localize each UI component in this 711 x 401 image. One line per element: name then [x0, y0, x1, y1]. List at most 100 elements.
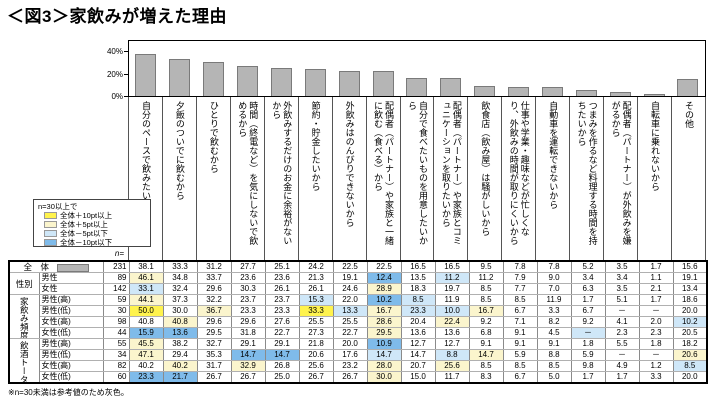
table-cell: 25.1 [264, 260, 300, 273]
table-cell: 28.6 [366, 316, 402, 328]
table-row: 男性(低) 30 50.0 30.0 36.7 23.3 23.3 33.3 13.3 16.7 2… [9, 305, 708, 317]
table-cell: 9.0 [536, 272, 572, 284]
table-cell: 26.8 [264, 360, 300, 372]
table-row: 女性(高) 82 40.2 40.2 31.7 32.9 26.8 25.6 23.2 28.0 2… [9, 360, 708, 372]
table-cell: 29.5 [366, 327, 402, 339]
table-cell: 13.6 [434, 327, 470, 339]
table-cell: 23.3 [230, 305, 266, 317]
table-cell: 22.5 [332, 260, 368, 273]
column-header-text: 夕飯のついでに飲むから [174, 101, 185, 200]
legend-item: 全体－5pt以下 [38, 229, 146, 238]
table-cell: 3.3 [536, 305, 572, 317]
table-cell: 1.7 [570, 294, 606, 306]
legend-item: 全体＋5pt以上 [38, 220, 146, 229]
table-cell: 26.7 [196, 371, 232, 384]
bar-slot [434, 41, 468, 96]
table-cell: 2.1 [638, 283, 674, 295]
table-row: 性別 男性 89 46.1 34.8 33.7 23.6 23.6 21.3 19.1 12.4 13… [8, 272, 708, 295]
table-cell: 4.5 [536, 327, 572, 339]
column-header-text: 仕事や学業・趣味などが忙しくなり、外飲みの時間が取りにくいから [508, 101, 530, 245]
table-row: 家飲み頻度 男性(高) 59 44.1 37.3 32.2 23.7 23.7 15.3 22.0… [8, 294, 708, 339]
total-row-label: 全 体 [8, 260, 104, 273]
table-cell: 21.8 [298, 338, 334, 350]
table-cell: 20.0 [332, 338, 368, 350]
table-cell: 10.2 [672, 316, 708, 328]
table-cell: 40.2 [128, 360, 164, 372]
table-cell: 14.7 [366, 349, 402, 361]
table-cell: 10.2 [366, 294, 402, 306]
bar-slot [129, 41, 163, 96]
column-header: 自動車を運転できないから [535, 97, 569, 260]
table-cell: 46.1 [128, 272, 164, 284]
table-cell: 9.2 [468, 316, 504, 328]
table-cell: 15.3 [298, 294, 334, 306]
table-cell: 9.1 [536, 338, 572, 350]
row-label: 女性(高) [38, 316, 104, 328]
table-cell: 27.7 [230, 260, 266, 273]
table-cell: 8.5 [468, 283, 504, 295]
table-cell: 14.7 [264, 349, 300, 361]
table-cell: 34.8 [162, 272, 198, 284]
column-header: 自分で食べたいものを用意したいから [399, 97, 434, 260]
table-cell: 40.2 [162, 360, 198, 372]
bar-color-swatch [57, 263, 90, 272]
table-cell: 23.7 [264, 294, 300, 306]
column-header-text: ひとりで飲むから [208, 101, 219, 173]
table-cell: 5.5 [604, 338, 640, 350]
table-cell: 32.4 [162, 283, 198, 295]
table-cell: 26.1 [298, 283, 334, 295]
column-header: 自分のペースで飲みたいから [128, 97, 162, 260]
table-cell: 27.3 [298, 327, 334, 339]
bar-slot [163, 41, 197, 96]
table-cell: 47.1 [128, 349, 164, 361]
group-label: 性別 [8, 272, 40, 295]
row-label: 男性(高) [38, 294, 104, 306]
table-cell: 8.5 [468, 294, 504, 306]
table-cell: 31.7 [196, 360, 232, 372]
bar [169, 59, 191, 96]
table-cell: 30.3 [230, 283, 266, 295]
table-cell: 3.4 [570, 272, 606, 284]
table-cell: 9.8 [570, 360, 606, 372]
bar-slot [468, 41, 502, 96]
y-tick-label-40: 40% [106, 47, 123, 56]
table-cell: － [638, 305, 674, 317]
table-row: 飲酒トータル頻度 男性(高) 55 45.5 38.2 32.7 29.1 29.1 21.8 2… [8, 338, 708, 384]
table-cell: 3.5 [604, 260, 640, 273]
table-cell: 1.7 [604, 371, 640, 384]
legend-swatch-minus10pt [44, 239, 57, 246]
table-cell: 21.7 [162, 371, 198, 384]
y-tick-mark [124, 51, 128, 52]
column-header-text: 配偶者（パートナー）や家族と一緒に飲む（食べる）から [373, 101, 395, 245]
n-value: 142 [102, 283, 130, 295]
table-cell: 8.8 [434, 349, 470, 361]
table-cell: 25.5 [298, 316, 334, 328]
y-tick-label-20: 20% [106, 70, 123, 79]
legend-title: n=30以上で [38, 202, 78, 211]
bar-slot [603, 41, 637, 96]
table-cell: 8.8 [536, 349, 572, 361]
group-label-text: 飲酒トータル頻度 [19, 341, 30, 383]
table-cell: 8.5 [502, 294, 538, 306]
table-cell: 4.9 [604, 360, 640, 372]
table-cell: 15.9 [128, 327, 164, 339]
table-cell: 33.7 [196, 272, 232, 284]
table-cell: 8.5 [468, 360, 504, 372]
table-cell: 32.9 [230, 360, 266, 372]
table-cell: 28.9 [366, 283, 402, 295]
table-cell: 44.1 [128, 294, 164, 306]
column-header: 配偶者（パートナー）や家族と一緒に飲む（食べる）から [365, 97, 400, 260]
table-row: 女性(低) 60 23.3 21.7 26.7 26.7 25.0 26.7 26.7 30.0 1… [9, 371, 708, 384]
table-cell: 50.0 [128, 305, 164, 317]
table-cell: 8.5 [502, 360, 538, 372]
table-cell: 32.2 [196, 294, 232, 306]
table-cell: 19.1 [332, 272, 368, 284]
table-cell: 4.1 [604, 316, 640, 328]
table-cell: 20.0 [672, 371, 708, 384]
table-cell: 33.3 [162, 260, 198, 273]
column-header: 夕飯のついでに飲むから [161, 97, 196, 260]
column-header-text: 自分で食べたいものを用意したいから [406, 101, 428, 245]
table-cell: 16.5 [434, 260, 470, 273]
table-cell: 7.7 [502, 283, 538, 295]
group-label: 家飲み頻度 [8, 294, 40, 339]
